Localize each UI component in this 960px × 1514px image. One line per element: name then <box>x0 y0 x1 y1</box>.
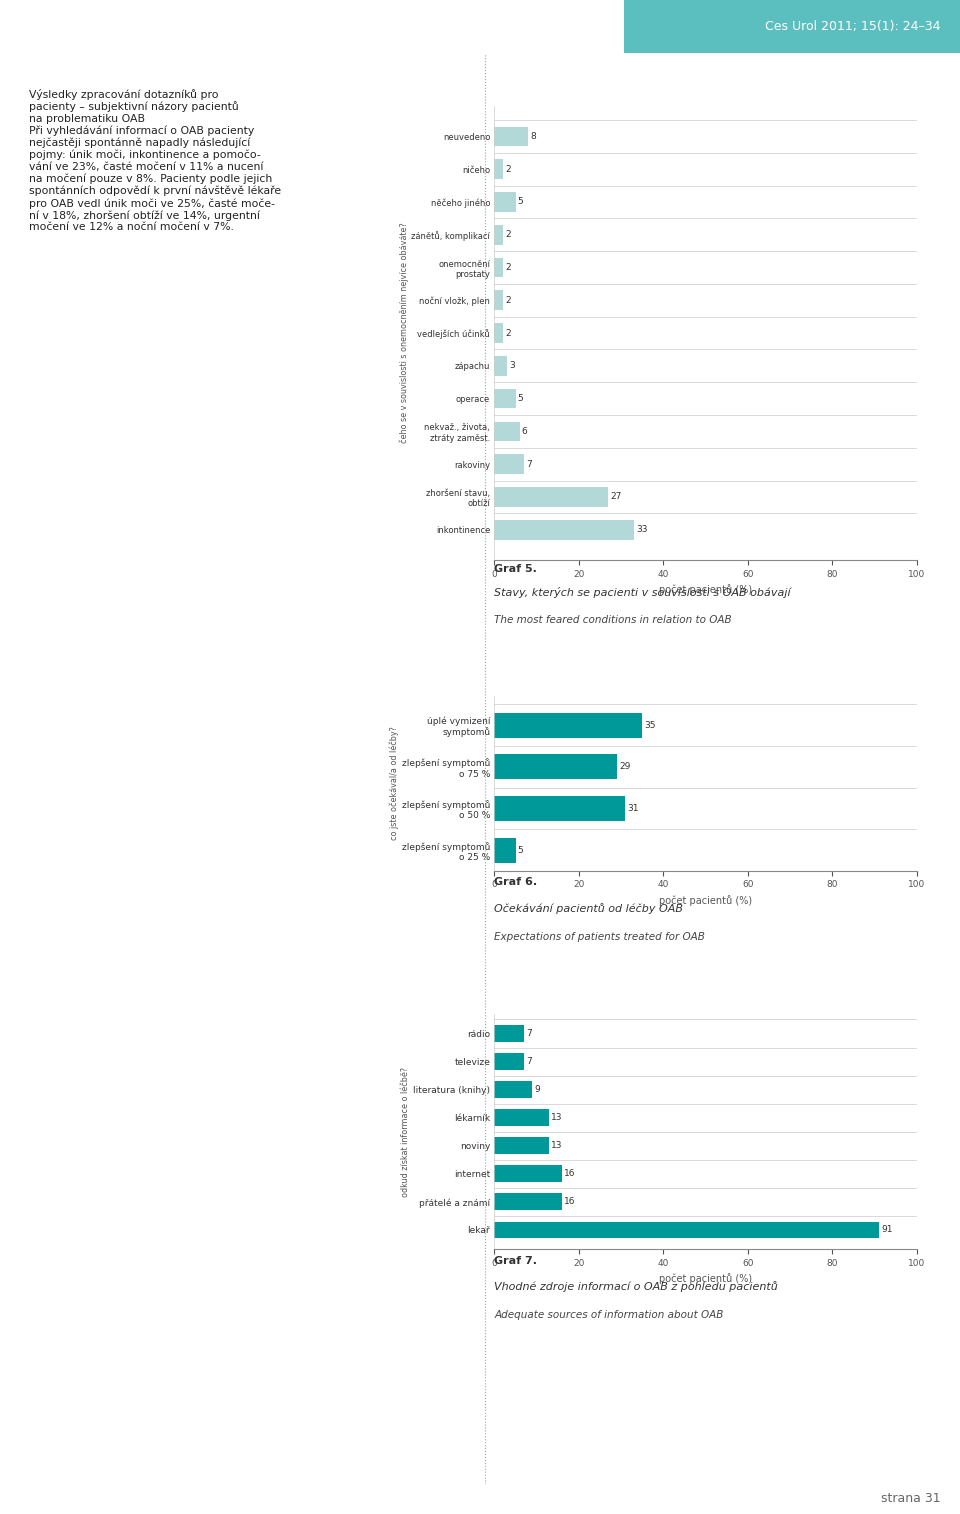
Text: 2: 2 <box>505 295 511 304</box>
Text: 7: 7 <box>526 1030 532 1039</box>
Text: 2: 2 <box>505 165 511 174</box>
Text: 9: 9 <box>535 1086 540 1095</box>
Bar <box>494 291 503 310</box>
Text: Graf 7.: Graf 7. <box>494 1255 538 1266</box>
Text: Graf 6.: Graf 6. <box>494 877 538 887</box>
Text: strana 31: strana 31 <box>881 1493 941 1505</box>
Text: 2: 2 <box>505 230 511 239</box>
Bar <box>494 1166 562 1182</box>
Y-axis label: čeho se v souvislosti s onemocněním nejvíce obáváte?: čeho se v souvislosti s onemocněním nejv… <box>399 223 409 444</box>
Bar <box>494 127 528 147</box>
Y-axis label: odkud získat informace o léčbě?: odkud získat informace o léčbě? <box>401 1067 411 1196</box>
Bar <box>494 1025 524 1042</box>
X-axis label: počet pacientů (%): počet pacientů (%) <box>659 895 753 905</box>
Bar <box>494 421 519 441</box>
Text: 31: 31 <box>628 804 639 813</box>
X-axis label: počet pacientů (%): počet pacientů (%) <box>659 584 753 595</box>
X-axis label: počet pacientů (%): počet pacientů (%) <box>659 1273 753 1284</box>
Bar <box>494 1081 533 1098</box>
Text: 16: 16 <box>564 1198 576 1207</box>
Bar <box>494 356 507 375</box>
Bar <box>494 1193 562 1210</box>
Text: Expectations of patients treated for OAB: Expectations of patients treated for OAB <box>494 931 706 942</box>
Text: Stavy, kterých se pacienti v souvislosti s OAB obávají: Stavy, kterých se pacienti v souvislosti… <box>494 587 791 598</box>
Bar <box>494 159 503 179</box>
Text: 8: 8 <box>530 132 536 141</box>
Bar <box>494 257 503 277</box>
Bar <box>494 1137 549 1154</box>
Text: 35: 35 <box>644 721 656 730</box>
Text: 16: 16 <box>564 1169 576 1178</box>
Text: 5: 5 <box>517 197 523 206</box>
Bar <box>494 519 634 539</box>
Text: 7: 7 <box>526 460 532 469</box>
Bar <box>494 1054 524 1070</box>
Text: 13: 13 <box>551 1142 563 1151</box>
Text: Očekávání pacientů od léčby OAB: Očekávání pacientů od léčby OAB <box>494 902 684 913</box>
Text: 29: 29 <box>619 763 631 771</box>
Bar <box>494 754 617 780</box>
Bar <box>494 837 516 863</box>
Y-axis label: co jste očekával/a od léčby?: co jste očekával/a od léčby? <box>390 727 399 840</box>
Bar <box>494 713 642 737</box>
Text: 5: 5 <box>517 394 523 403</box>
Text: 13: 13 <box>551 1113 563 1122</box>
FancyBboxPatch shape <box>624 0 960 53</box>
Text: 2: 2 <box>505 329 511 338</box>
Text: Adequate sources of information about OAB: Adequate sources of information about OA… <box>494 1310 724 1320</box>
Bar <box>494 796 625 821</box>
Bar <box>494 1110 549 1126</box>
Text: 6: 6 <box>522 427 528 436</box>
Text: 3: 3 <box>509 362 515 371</box>
Bar <box>494 226 503 245</box>
Text: Ces Urol 2011; 15(1): 24–34: Ces Urol 2011; 15(1): 24–34 <box>765 20 941 33</box>
Bar <box>494 454 524 474</box>
Bar <box>494 1222 878 1238</box>
Text: The most feared conditions in relation to OAB: The most feared conditions in relation t… <box>494 615 732 625</box>
Bar <box>494 488 609 507</box>
Text: 33: 33 <box>636 525 647 534</box>
Text: 27: 27 <box>611 492 622 501</box>
Bar <box>494 389 516 409</box>
Text: Výsledky zpracování dotazníků pro
pacienty – subjektivní názory pacientů
na prob: Výsledky zpracování dotazníků pro pacien… <box>29 88 281 244</box>
Text: Vhodné zdroje informací o OAB z pohledu pacientů: Vhodné zdroje informací o OAB z pohledu … <box>494 1281 779 1291</box>
Bar <box>494 324 503 342</box>
Text: 2: 2 <box>505 263 511 273</box>
Text: 7: 7 <box>526 1057 532 1066</box>
Text: 91: 91 <box>881 1225 893 1234</box>
Text: 5: 5 <box>517 846 523 854</box>
Text: Graf 5.: Graf 5. <box>494 563 538 574</box>
Bar <box>494 192 516 212</box>
